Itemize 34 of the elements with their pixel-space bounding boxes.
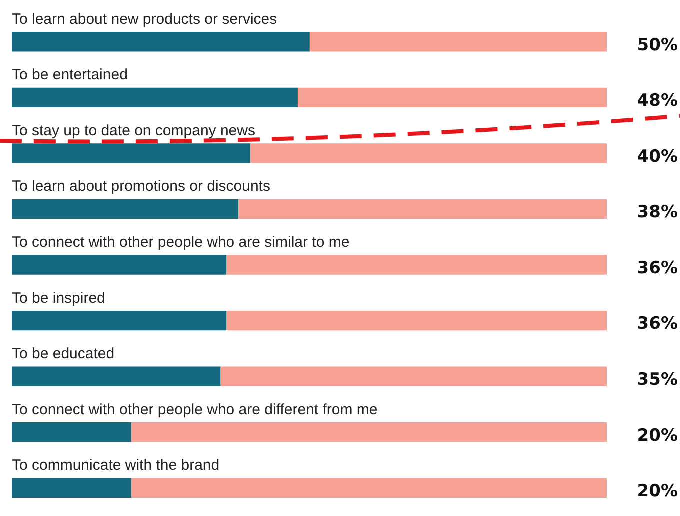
data-label: 40% bbox=[637, 146, 678, 167]
bar bbox=[226, 255, 607, 275]
y-tick-label: To be inspired bbox=[12, 290, 106, 307]
bar bbox=[226, 310, 607, 331]
bar bbox=[12, 88, 298, 108]
bar bbox=[12, 255, 227, 275]
y-tick-label: To connect with other people who are similar to me bbox=[12, 234, 350, 251]
data-label: 36% bbox=[637, 258, 678, 278]
bar bbox=[130, 422, 607, 442]
y-tick-label: To be educated bbox=[12, 346, 115, 363]
bar bbox=[130, 478, 607, 498]
data-label: 35% bbox=[637, 370, 678, 390]
data-label: 36% bbox=[637, 314, 678, 334]
y-tick-label: To learn about promotions or discounts bbox=[12, 178, 270, 196]
data-label: 20% bbox=[637, 426, 678, 446]
y-tick-label: To learn about new products or services bbox=[12, 10, 278, 28]
bar bbox=[297, 88, 607, 108]
y-tick-label: To communicate with the brand bbox=[12, 457, 220, 474]
data-label: 20% bbox=[637, 482, 678, 502]
y-tick-label: To be entertained bbox=[12, 66, 128, 84]
bar bbox=[12, 478, 132, 498]
bar bbox=[12, 366, 221, 386]
bar bbox=[12, 310, 227, 331]
bar bbox=[12, 199, 238, 220]
bar bbox=[309, 32, 607, 52]
bar bbox=[12, 32, 310, 52]
y-tick-label: To stay up to date on company news bbox=[12, 122, 256, 140]
data-label: 38% bbox=[637, 202, 678, 223]
bar bbox=[220, 366, 607, 386]
y-tick-label: To connect with other people who are different from me bbox=[12, 401, 378, 418]
bar bbox=[238, 199, 607, 220]
data-label: 48% bbox=[637, 91, 678, 112]
bar bbox=[12, 422, 132, 442]
data-label: 50% bbox=[637, 35, 678, 56]
